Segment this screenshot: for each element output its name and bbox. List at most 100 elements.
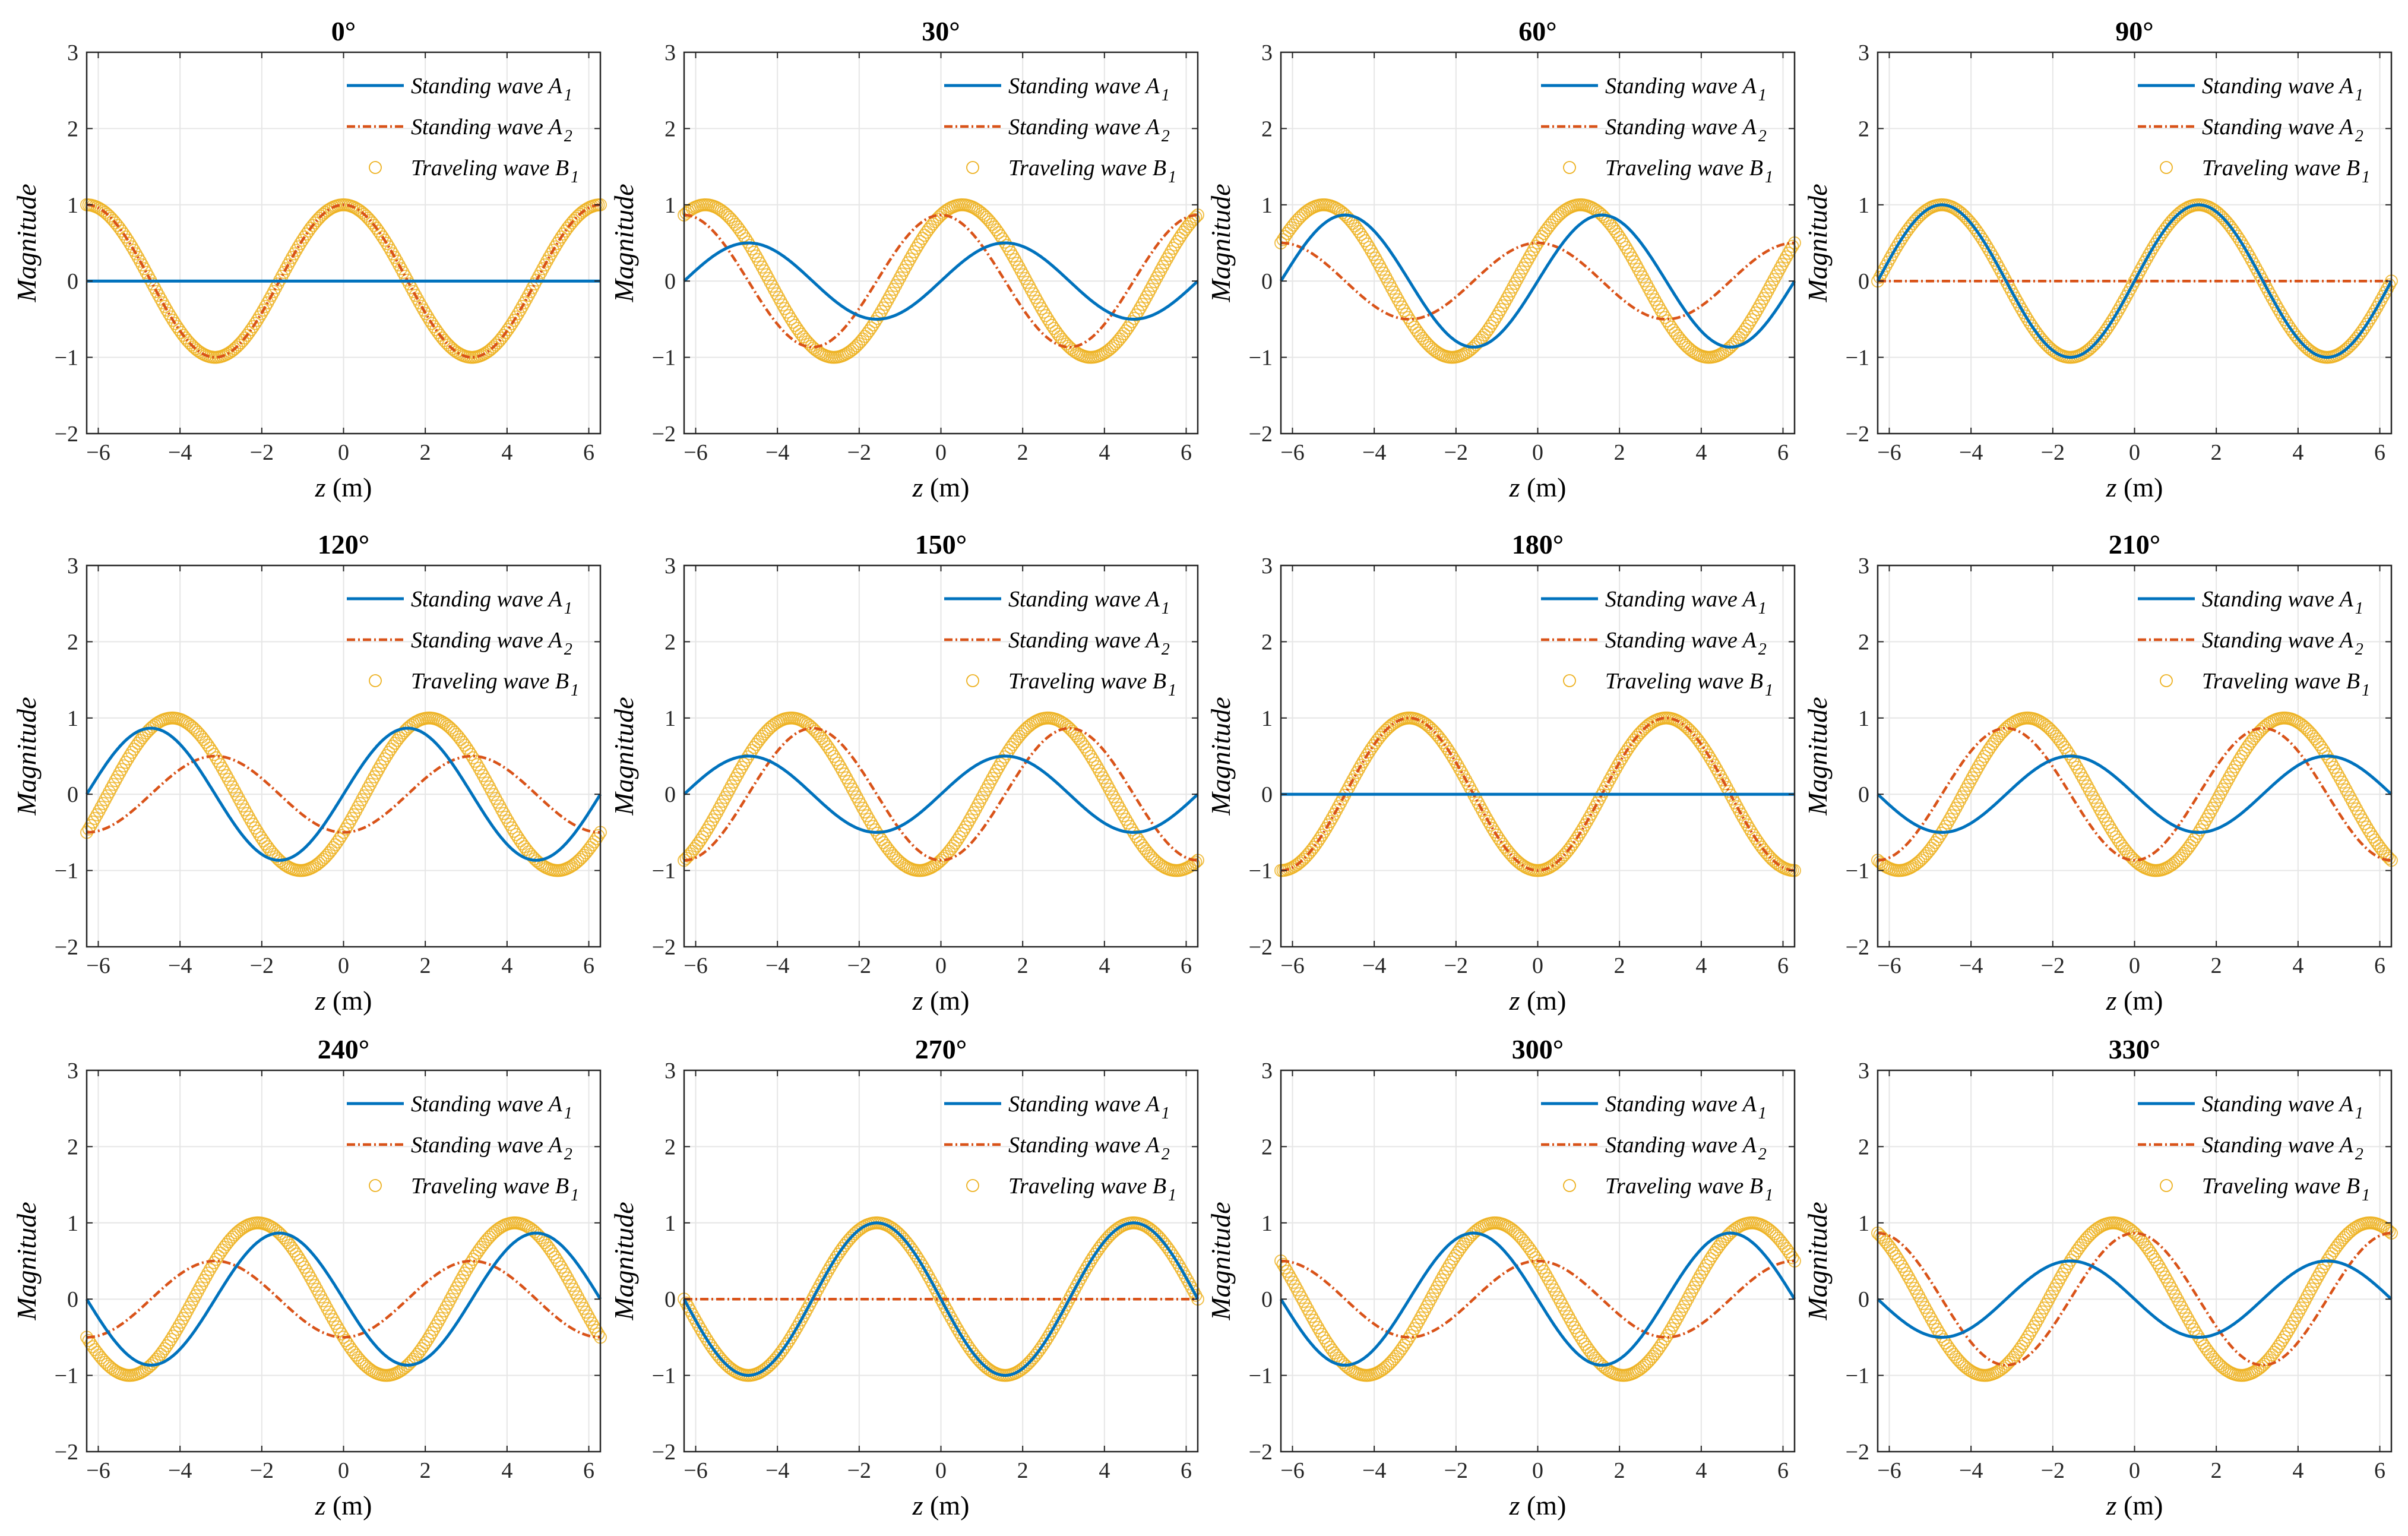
traveling-wave-b1-point	[347, 808, 360, 821]
traveling-wave-b1-point	[2276, 1333, 2289, 1347]
traveling-wave-b1-point	[2159, 1270, 2172, 1284]
traveling-wave-b1-point	[993, 229, 1007, 242]
traveling-wave-b1-point	[865, 321, 878, 334]
x-axis-label-unit: (m)	[2116, 1490, 2163, 1521]
y-tick-label: 0	[67, 782, 78, 807]
traveling-wave-b1-point	[1352, 762, 1366, 776]
traveling-wave-b1-point	[1154, 858, 1167, 872]
traveling-wave-b1-point	[238, 803, 252, 817]
traveling-wave-b1-point	[197, 1273, 211, 1287]
traveling-wave-b1-point	[193, 1281, 207, 1295]
traveling-wave-b1-point	[129, 247, 143, 261]
y-tick-label: 0	[665, 269, 676, 294]
x-axis-label-var: z	[315, 1490, 326, 1521]
traveling-wave-b1-point	[1603, 773, 1616, 786]
traveling-wave-b1-point	[961, 817, 974, 830]
y-tick-label: 3	[1858, 40, 1869, 65]
traveling-wave-b1-point	[914, 1256, 927, 1269]
traveling-wave-b1-point	[821, 740, 835, 754]
legend-label-text: Standing wave A	[2202, 115, 2354, 140]
traveling-wave-b1-point	[2327, 761, 2341, 774]
traveling-wave-b1-point	[466, 1253, 480, 1266]
traveling-wave-b1-point	[786, 315, 800, 329]
traveling-wave-b1-point	[164, 1333, 178, 1347]
traveling-wave-b1-point	[1455, 766, 1469, 779]
traveling-wave-b1-point	[2290, 1309, 2303, 1322]
traveling-wave-b1-point	[244, 814, 258, 827]
standing-wave-a2-line	[86, 203, 601, 359]
traveling-wave-b1-point	[1320, 821, 1333, 835]
traveling-wave-b1-point	[1918, 204, 1932, 218]
y-axis-label: Magnitude	[11, 184, 42, 302]
traveling-wave-b1-point	[2103, 820, 2116, 834]
y-tick-label: 1	[1858, 193, 1869, 218]
traveling-wave-b1-point	[914, 235, 927, 248]
traveling-wave-b1-point	[511, 307, 525, 320]
traveling-wave-b1-point	[1714, 769, 1727, 783]
traveling-wave-b1-point	[2138, 255, 2151, 269]
traveling-wave-b1-point	[2239, 243, 2252, 256]
traveling-wave-b1-point	[460, 1263, 473, 1276]
traveling-wave-b1-point	[2144, 1247, 2158, 1260]
legend-label-text: Standing wave A	[411, 1092, 563, 1117]
traveling-wave-b1-point	[1564, 1313, 1577, 1327]
traveling-wave-b1-point	[583, 1313, 597, 1326]
traveling-wave-b1-point	[1072, 1275, 1086, 1289]
traveling-wave-b1-point	[2175, 204, 2189, 218]
traveling-wave-b1-point	[1619, 241, 1633, 254]
traveling-wave-b1-point	[1041, 1330, 1055, 1344]
traveling-wave-b1-point	[825, 1257, 838, 1271]
x-tick-label: 0	[2129, 1458, 2140, 1483]
legend-label-text: Traveling wave B	[1008, 1174, 1166, 1199]
traveling-wave-b1-point	[1321, 818, 1335, 832]
traveling-wave-b1-point	[2017, 1336, 2030, 1350]
traveling-wave-b1-point	[514, 304, 527, 317]
traveling-wave-b1-point	[1932, 830, 1946, 843]
traveling-wave-b1-point	[2115, 297, 2129, 311]
traveling-wave-b1-point	[1276, 1257, 1290, 1271]
traveling-wave-b1-point	[1354, 227, 1368, 241]
y-tick-label: 1	[1261, 706, 1273, 731]
traveling-wave-b1-point	[2062, 747, 2075, 760]
legend-swatch-b1	[369, 1179, 382, 1192]
traveling-wave-b1-point	[131, 251, 145, 264]
legend-label-subscript: 2	[564, 640, 572, 659]
traveling-wave-b1-point	[862, 813, 876, 826]
traveling-wave-b1-point	[320, 1301, 334, 1315]
traveling-wave-b1-point	[988, 768, 1001, 782]
traveling-wave-b1-point	[1980, 239, 1994, 253]
traveling-wave-b1-point	[2021, 1330, 2034, 1344]
traveling-wave-b1-point	[413, 296, 426, 309]
traveling-wave-b1-point	[817, 1272, 831, 1285]
x-tick-label: −6	[1877, 953, 1901, 978]
traveling-wave-b1-point	[292, 240, 305, 254]
y-tick-label: 1	[1858, 1211, 1869, 1236]
traveling-wave-b1-point	[2077, 772, 2090, 785]
traveling-wave-b1-point	[546, 1247, 560, 1261]
legend-label-text: Standing wave A	[1605, 1133, 1757, 1158]
traveling-wave-b1-point	[1407, 1322, 1421, 1335]
traveling-wave-b1-point	[2364, 827, 2378, 840]
traveling-wave-b1-point	[121, 752, 135, 766]
traveling-wave-b1-point	[1366, 248, 1380, 261]
legend-label-text: Traveling wave B	[1605, 1174, 1763, 1199]
traveling-wave-b1-point	[1613, 230, 1627, 244]
traveling-wave-b1-point	[737, 229, 751, 242]
y-axis-label: Magnitude	[1802, 1202, 1833, 1320]
traveling-wave-b1-point	[2352, 806, 2365, 819]
panel-title: 330°	[2109, 1034, 2160, 1064]
traveling-wave-b1-point	[2366, 308, 2379, 321]
traveling-wave-b1-point	[1984, 246, 1998, 260]
standing-wave-a1-line	[85, 726, 602, 862]
legend-label-text: Traveling wave B	[1605, 669, 1763, 694]
traveling-wave-b1-point	[203, 741, 217, 755]
traveling-wave-b1-point	[2148, 238, 2162, 251]
traveling-wave-b1-point	[1031, 295, 1044, 308]
